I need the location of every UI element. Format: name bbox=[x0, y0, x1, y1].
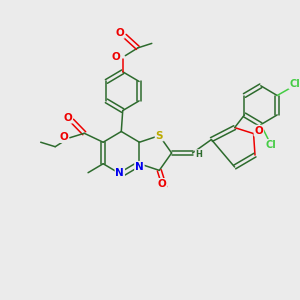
Text: Cl: Cl bbox=[266, 140, 276, 150]
Text: H: H bbox=[196, 150, 202, 159]
Text: O: O bbox=[63, 113, 72, 123]
Text: O: O bbox=[112, 52, 121, 62]
Text: S: S bbox=[155, 130, 163, 141]
Text: O: O bbox=[254, 126, 263, 136]
Text: N: N bbox=[135, 162, 144, 172]
Text: Cl: Cl bbox=[289, 79, 300, 88]
Text: O: O bbox=[158, 179, 166, 189]
Text: N: N bbox=[116, 168, 124, 178]
Text: O: O bbox=[60, 132, 68, 142]
Text: O: O bbox=[115, 28, 124, 38]
